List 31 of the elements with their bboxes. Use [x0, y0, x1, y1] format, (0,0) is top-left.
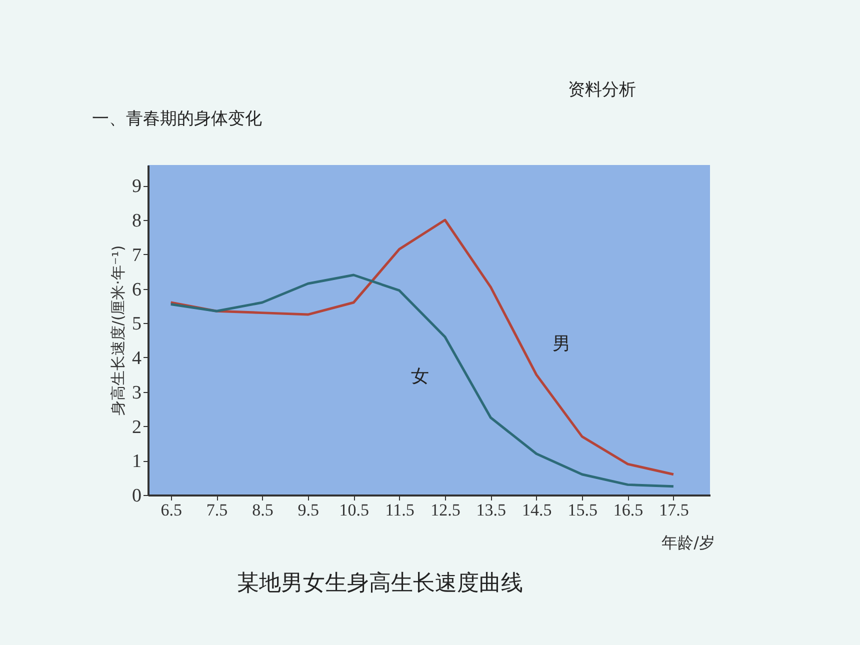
x-tick-label: 10.5 [339, 500, 369, 520]
y-tick-label: 5 [132, 314, 142, 335]
x-axis-title: 年龄/岁 [662, 533, 715, 552]
x-tick-label: 6.5 [160, 500, 182, 520]
series-label: 男 [552, 334, 570, 355]
x-tick-label: 16.5 [613, 500, 644, 520]
line-series [170, 218, 675, 476]
x-tick-label: 11.5 [385, 500, 414, 520]
y-tick-label: 7 [132, 244, 142, 266]
x-tick-label: 15.5 [568, 500, 598, 520]
y-tick-label: 0 [132, 486, 142, 506]
y-tick-label: 2 [132, 416, 142, 438]
y-tick-label: 8 [132, 210, 142, 232]
text: 某地男女生身高生长速度曲线 [237, 571, 523, 596]
x-tick-label: 14.5 [522, 500, 552, 520]
y-tick-label: 4 [132, 348, 142, 369]
y-tick-label: 6 [132, 279, 142, 300]
x-tick-label: 12.5 [430, 500, 460, 520]
y-tick-label: 3 [132, 382, 142, 404]
text: 资料分析 [568, 80, 636, 100]
x-tick-label: 17.5 [659, 500, 689, 520]
x-tick-label: 9.5 [298, 500, 320, 520]
text: 一、青春期的身体变化 [92, 109, 262, 129]
x-tick-label: 13.5 [476, 500, 506, 520]
x-tick-label: 8.5 [252, 500, 274, 520]
series-label: 女 [410, 366, 429, 387]
y-tick-label: 9 [132, 176, 142, 198]
line-series [170, 274, 675, 488]
x-tick-label: 7.5 [206, 500, 228, 520]
y-axis-title: 身高生长速度/(厘米·年⁻¹) [109, 245, 127, 416]
y-tick-label: 1 [132, 451, 142, 472]
